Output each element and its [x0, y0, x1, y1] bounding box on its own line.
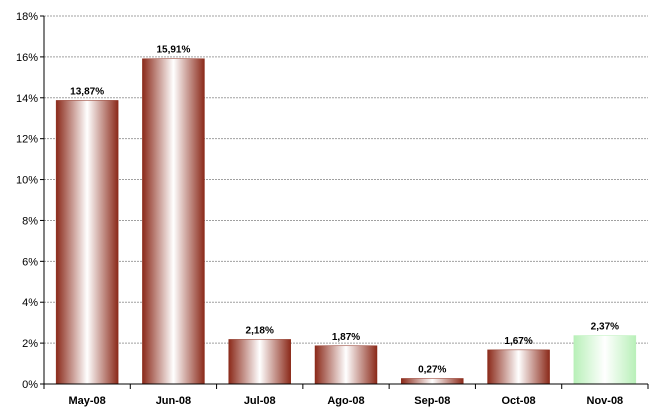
x-tick-label: Oct-08	[501, 395, 535, 407]
y-tick-label: 14%	[16, 93, 38, 105]
x-tick-label: Ago-08	[327, 395, 364, 407]
x-tick-label: Jul-08	[244, 395, 276, 407]
bars	[55, 58, 637, 385]
y-tick-label: 4%	[22, 297, 38, 309]
data-label: 2,37%	[591, 322, 619, 333]
axes	[40, 15, 649, 389]
y-tick-label: 0%	[22, 379, 38, 391]
bar-sep-08	[401, 378, 464, 385]
data-label: 1,87%	[332, 332, 360, 343]
x-tick-label: Jun-08	[156, 395, 191, 407]
y-tick-label: 10%	[16, 175, 38, 187]
labels: 0% 2% 4% 6% 8% 10% 12% 14% 16% 18% 13,87% May-08 15,…	[16, 11, 623, 407]
data-label: 13,87%	[70, 86, 104, 97]
y-tick-label: 2%	[22, 338, 38, 350]
data-label: 2,18%	[246, 325, 274, 336]
grid-lines	[44, 15, 648, 344]
y-tick-label: 6%	[22, 256, 38, 268]
y-tick-label: 16%	[16, 52, 38, 64]
y-tick-label: 8%	[22, 215, 38, 227]
data-label: 0,27%	[418, 364, 446, 375]
bar-jun-08	[142, 58, 205, 385]
data-label: 1,67%	[504, 336, 532, 347]
y-tick-label: 18%	[16, 11, 38, 23]
x-tick-label: May-08	[68, 395, 105, 407]
bar-may-08	[55, 100, 119, 385]
bar-oct-08	[487, 349, 550, 385]
x-tick-label: Nov-08	[587, 395, 624, 407]
data-label: 15,91%	[156, 45, 190, 56]
x-tick-label: Sep-08	[414, 395, 450, 407]
bar-ago-08	[314, 345, 378, 385]
bar-nov-08	[573, 335, 637, 385]
y-tick-label: 12%	[16, 134, 38, 146]
bar-jul-08	[228, 339, 291, 385]
